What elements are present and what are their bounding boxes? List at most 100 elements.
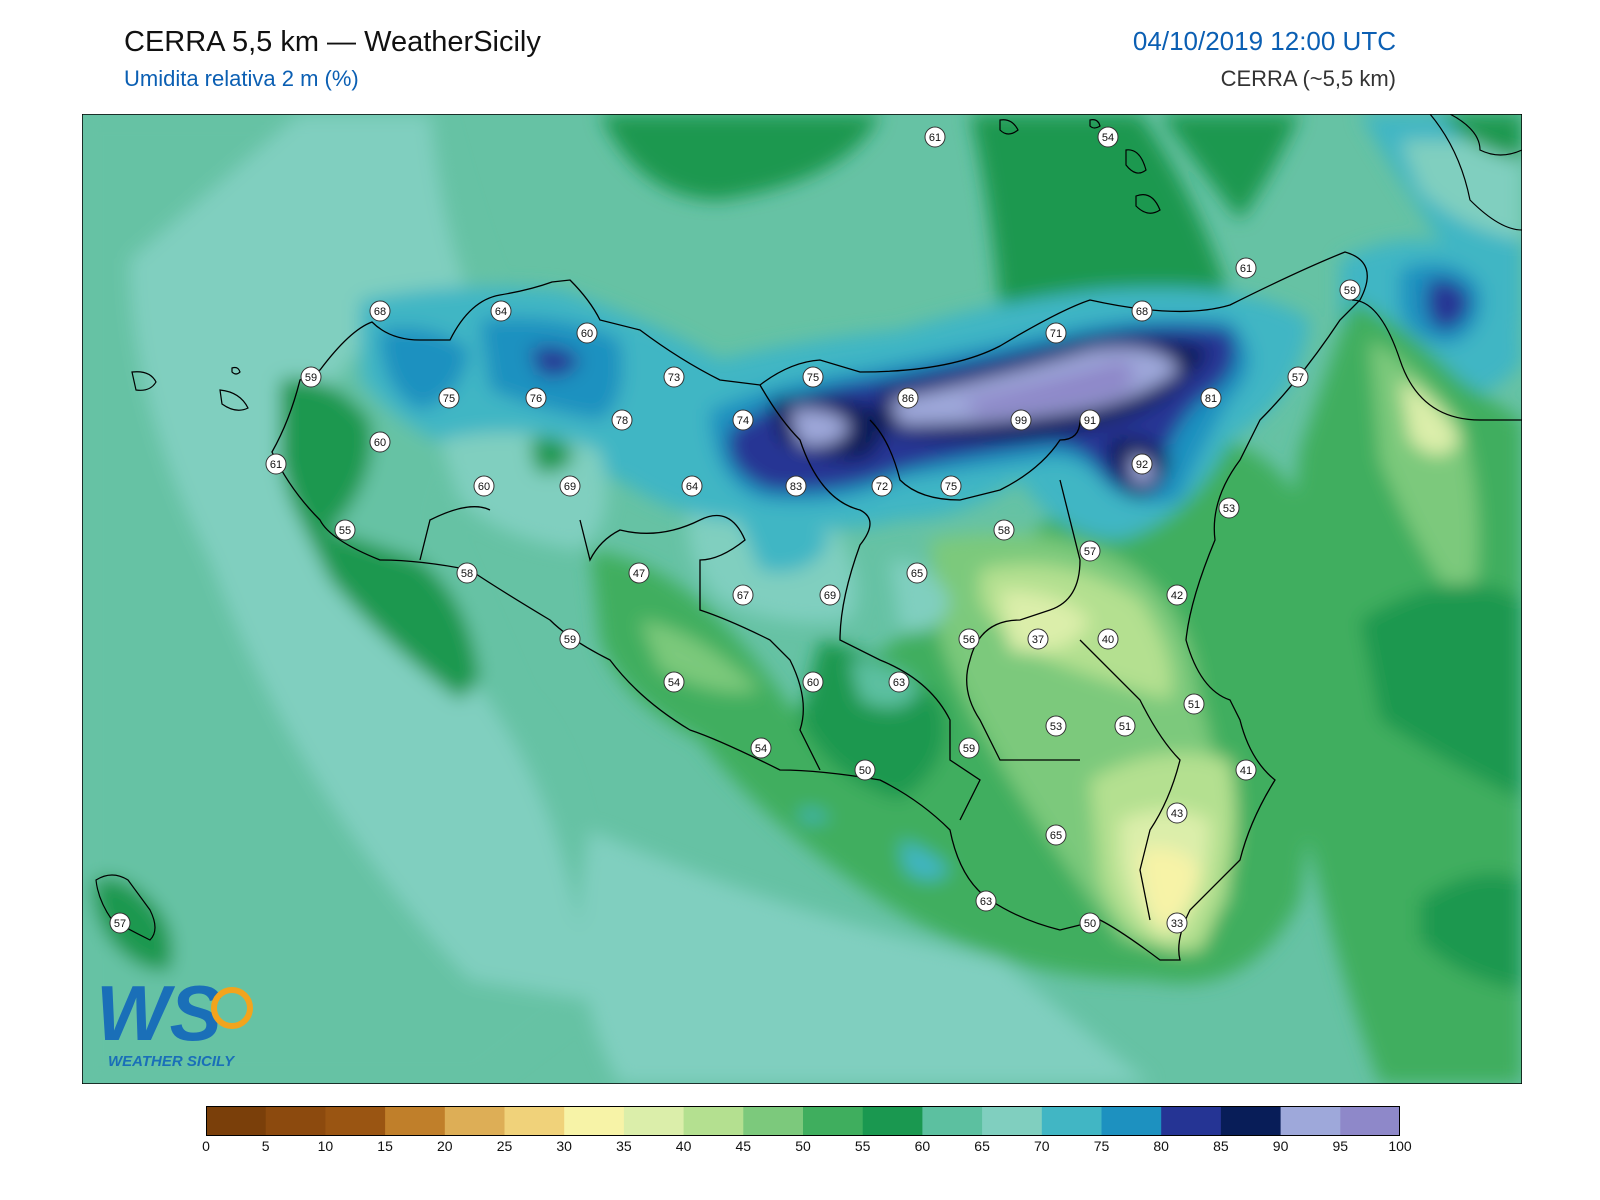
colorbar-segment [504,1106,565,1136]
value-label-marker [109,912,131,934]
value-label-text: 59 [1344,285,1356,297]
value-label: 59 [1339,279,1361,301]
value-label-marker [663,366,685,388]
value-label-text: 55 [339,525,351,537]
value-label: 55 [334,519,356,541]
colorbar-tick-label: 15 [377,1138,393,1154]
value-label: 42 [1166,584,1188,606]
value-label: 60 [802,671,824,693]
value-label-marker [1235,759,1257,781]
value-label-text: 75 [443,393,455,405]
province-border-5 [966,479,1081,761]
logo-text: WEATHER SICILY [108,1053,236,1070]
colorbar-segment [803,1106,864,1136]
colorbar-tick-label: 85 [1213,1138,1229,1154]
aeolian-island-3 [1125,149,1147,174]
province-border-4 [869,419,1081,501]
value-label: 78 [611,409,633,431]
value-label-text: 74 [737,415,749,427]
value-label-marker [732,409,754,431]
colorbar-segment [444,1106,505,1136]
value-label-text: 59 [564,634,576,646]
value-label-text: 64 [686,481,698,493]
value-label: 65 [906,562,928,584]
value-label-marker [1045,824,1067,846]
colorbar-tick-label: 95 [1332,1138,1349,1154]
value-label: 73 [663,366,685,388]
value-label: 86 [897,387,919,409]
value-label-marker [1235,257,1257,279]
value-label-marker [1339,279,1361,301]
value-label-text: 57 [114,918,126,930]
value-label: 75 [940,475,962,497]
province-border-1 [419,506,491,561]
value-label: 41 [1235,759,1257,781]
value-label-text: 53 [1050,721,1062,733]
value-label-text: 69 [564,481,576,493]
value-label: 67 [732,584,754,606]
value-label: 60 [576,322,598,344]
sicily-coastline [271,251,1368,961]
value-label-marker [1079,409,1101,431]
value-label-text: 61 [929,132,941,144]
value-label-marker [265,453,287,475]
value-label-text: 50 [859,765,871,777]
value-label-text: 61 [270,459,282,471]
value-label-text: 60 [807,677,819,689]
value-label-marker [525,387,547,409]
value-label: 40 [1097,628,1119,650]
value-label: 57 [109,912,131,934]
value-label-marker [456,562,478,584]
value-label-text: 40 [1102,634,1114,646]
value-label: 58 [993,519,1015,541]
value-label-text: 65 [911,568,923,580]
value-label-marker [628,562,650,584]
value-label-text: 58 [998,525,1010,537]
value-label-marker [576,322,598,344]
value-label-text: 83 [790,481,802,493]
value-label: 68 [369,300,391,322]
value-label-text: 50 [1084,918,1096,930]
map-title: CERRA 5,5 km — WeatherSicily [124,26,541,58]
value-label: 57 [1079,540,1101,562]
colorbar-segment [1041,1106,1102,1136]
malta-island [95,874,156,941]
value-label-text: 58 [461,568,473,580]
value-label-marker [940,475,962,497]
colorbar-tick-label: 40 [675,1138,692,1154]
colorbar-tick-labels: 0 5 10 15 20 25 30 35 40 45 50 55 60 65 70 75 80 85 90 95 10… [202,1138,1412,1158]
weathersicily-logo: WS WEATHER SICILY [96,969,253,1070]
value-label-text: 56 [963,634,975,646]
value-label: 69 [559,475,581,497]
value-label-text: 68 [1136,306,1148,318]
value-label-text: 75 [945,481,957,493]
colorbar-segment [1340,1106,1400,1136]
value-label-text: 61 [1240,263,1252,275]
value-label: 53 [1045,715,1067,737]
value-label: 64 [490,300,512,322]
value-label: 51 [1114,715,1136,737]
value-label-text: 86 [902,393,914,405]
value-label: 61 [265,453,287,475]
colorbar-tick-label: 60 [914,1138,931,1154]
value-label-marker [438,387,460,409]
aeolian-island-1 [999,119,1019,135]
colorbar-tick-label: 0 [202,1138,210,1154]
value-label-marker [924,126,946,148]
value-label: 51 [1183,693,1205,715]
value-label-text: 99 [1015,415,1027,427]
value-label-marker [1287,366,1309,388]
colorbar-segment [265,1106,326,1136]
value-label-text: 91 [1084,415,1096,427]
value-label-text: 72 [876,481,888,493]
value-label: 65 [1045,824,1067,846]
value-label: 71 [1045,322,1067,344]
value-label: 68 [1131,300,1153,322]
value-label: 91 [1079,409,1101,431]
value-label-marker [1079,912,1101,934]
colorbar-segment [623,1106,685,1136]
value-label-text: 51 [1188,699,1200,711]
value-label-text: 53 [1223,503,1235,515]
value-label-text: 57 [1292,372,1304,384]
value-label: 54 [663,671,685,693]
